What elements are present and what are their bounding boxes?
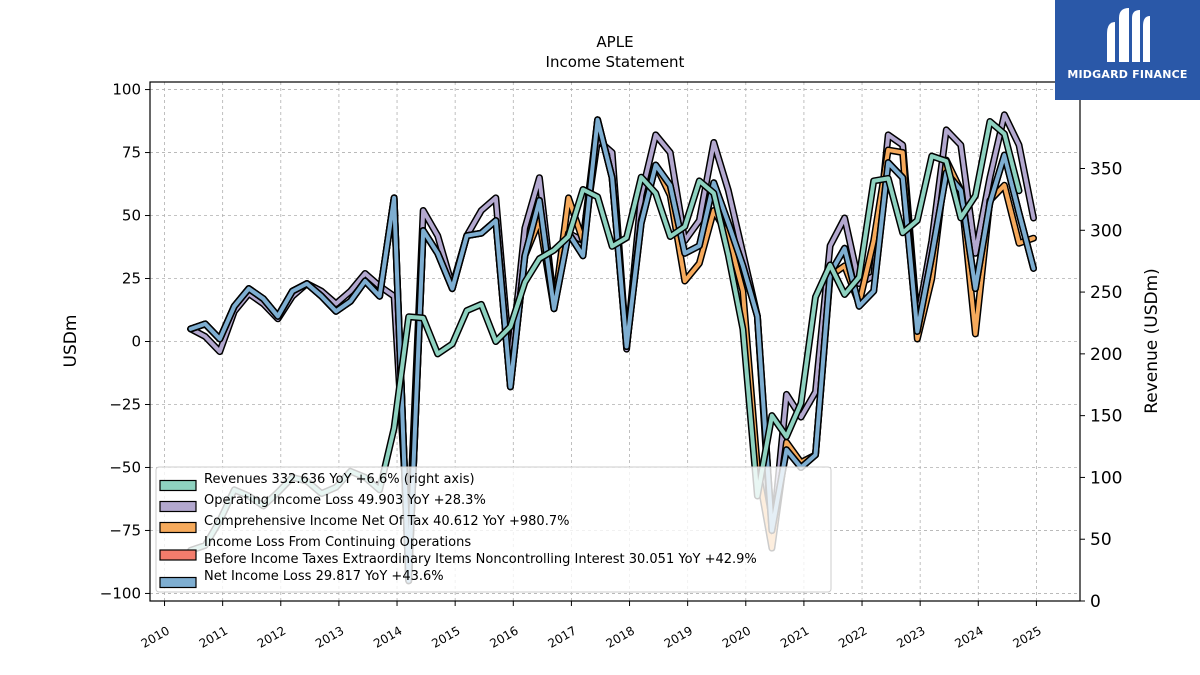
- y-axis-label: USDm: [61, 315, 81, 368]
- y2-tick-label: 350: [1090, 160, 1122, 180]
- legend-swatch: [159, 549, 197, 561]
- legend-swatch: [159, 576, 197, 589]
- y-tick-label: 75: [122, 144, 141, 162]
- y2-tick-label: 0: [1090, 592, 1101, 612]
- y-tick-label: 0: [131, 333, 141, 351]
- y2-tick-label: 150: [1090, 407, 1122, 427]
- y-tick-label: 25: [122, 270, 141, 288]
- y2-tick-label: 250: [1090, 283, 1122, 303]
- chart-subtitle: Income Statement: [546, 53, 685, 71]
- legend-swatch: [159, 521, 197, 534]
- y-tick-label: 100: [112, 81, 141, 99]
- y-tick-label: −25: [109, 395, 141, 413]
- legend-swatch: [159, 500, 197, 513]
- legend-label: Comprehensive Income Net Of Tax 40.612 Y…: [204, 514, 569, 529]
- y2-tick-label: 300: [1090, 221, 1122, 241]
- y2-axis-label: Revenue (USDm): [1142, 268, 1162, 414]
- series-lines: [187, 111, 1037, 585]
- y2-tick-label: 100: [1090, 468, 1122, 488]
- legend: Revenues 332.636 YoY +6.6% (right axis) O…: [155, 466, 832, 593]
- y-tick-label: −50: [109, 458, 141, 476]
- y2-tick-label: 200: [1090, 345, 1122, 365]
- brand-logo: MIDGARD FINANCE: [1055, 0, 1200, 100]
- legend-label: Net Income Loss 29.817 YoY +43.6%: [204, 569, 444, 584]
- y-tick-label: −100: [100, 584, 141, 602]
- chart-title: APLE: [596, 33, 633, 51]
- brand-name: MIDGARD FINANCE: [1067, 68, 1188, 81]
- legend-label: Before Income Taxes Extraordinary Items …: [204, 552, 757, 567]
- series-line: [188, 117, 1036, 583]
- legend-label: Operating Income Loss 49.903 YoY +28.3%: [204, 493, 486, 508]
- legend-label: Income Loss From Continuing Operations: [204, 535, 471, 550]
- y2-tick-label: 50: [1090, 530, 1112, 550]
- legend-box: [155, 466, 832, 593]
- series-line: [188, 112, 1036, 546]
- legend-label: Revenues 332.636 YoY +6.6% (right axis): [204, 472, 475, 487]
- y-tick-label: −75: [109, 521, 141, 539]
- y-tick-label: 50: [122, 207, 141, 225]
- legend-swatch: [159, 479, 197, 492]
- brand-logo-icon: [1107, 8, 1150, 62]
